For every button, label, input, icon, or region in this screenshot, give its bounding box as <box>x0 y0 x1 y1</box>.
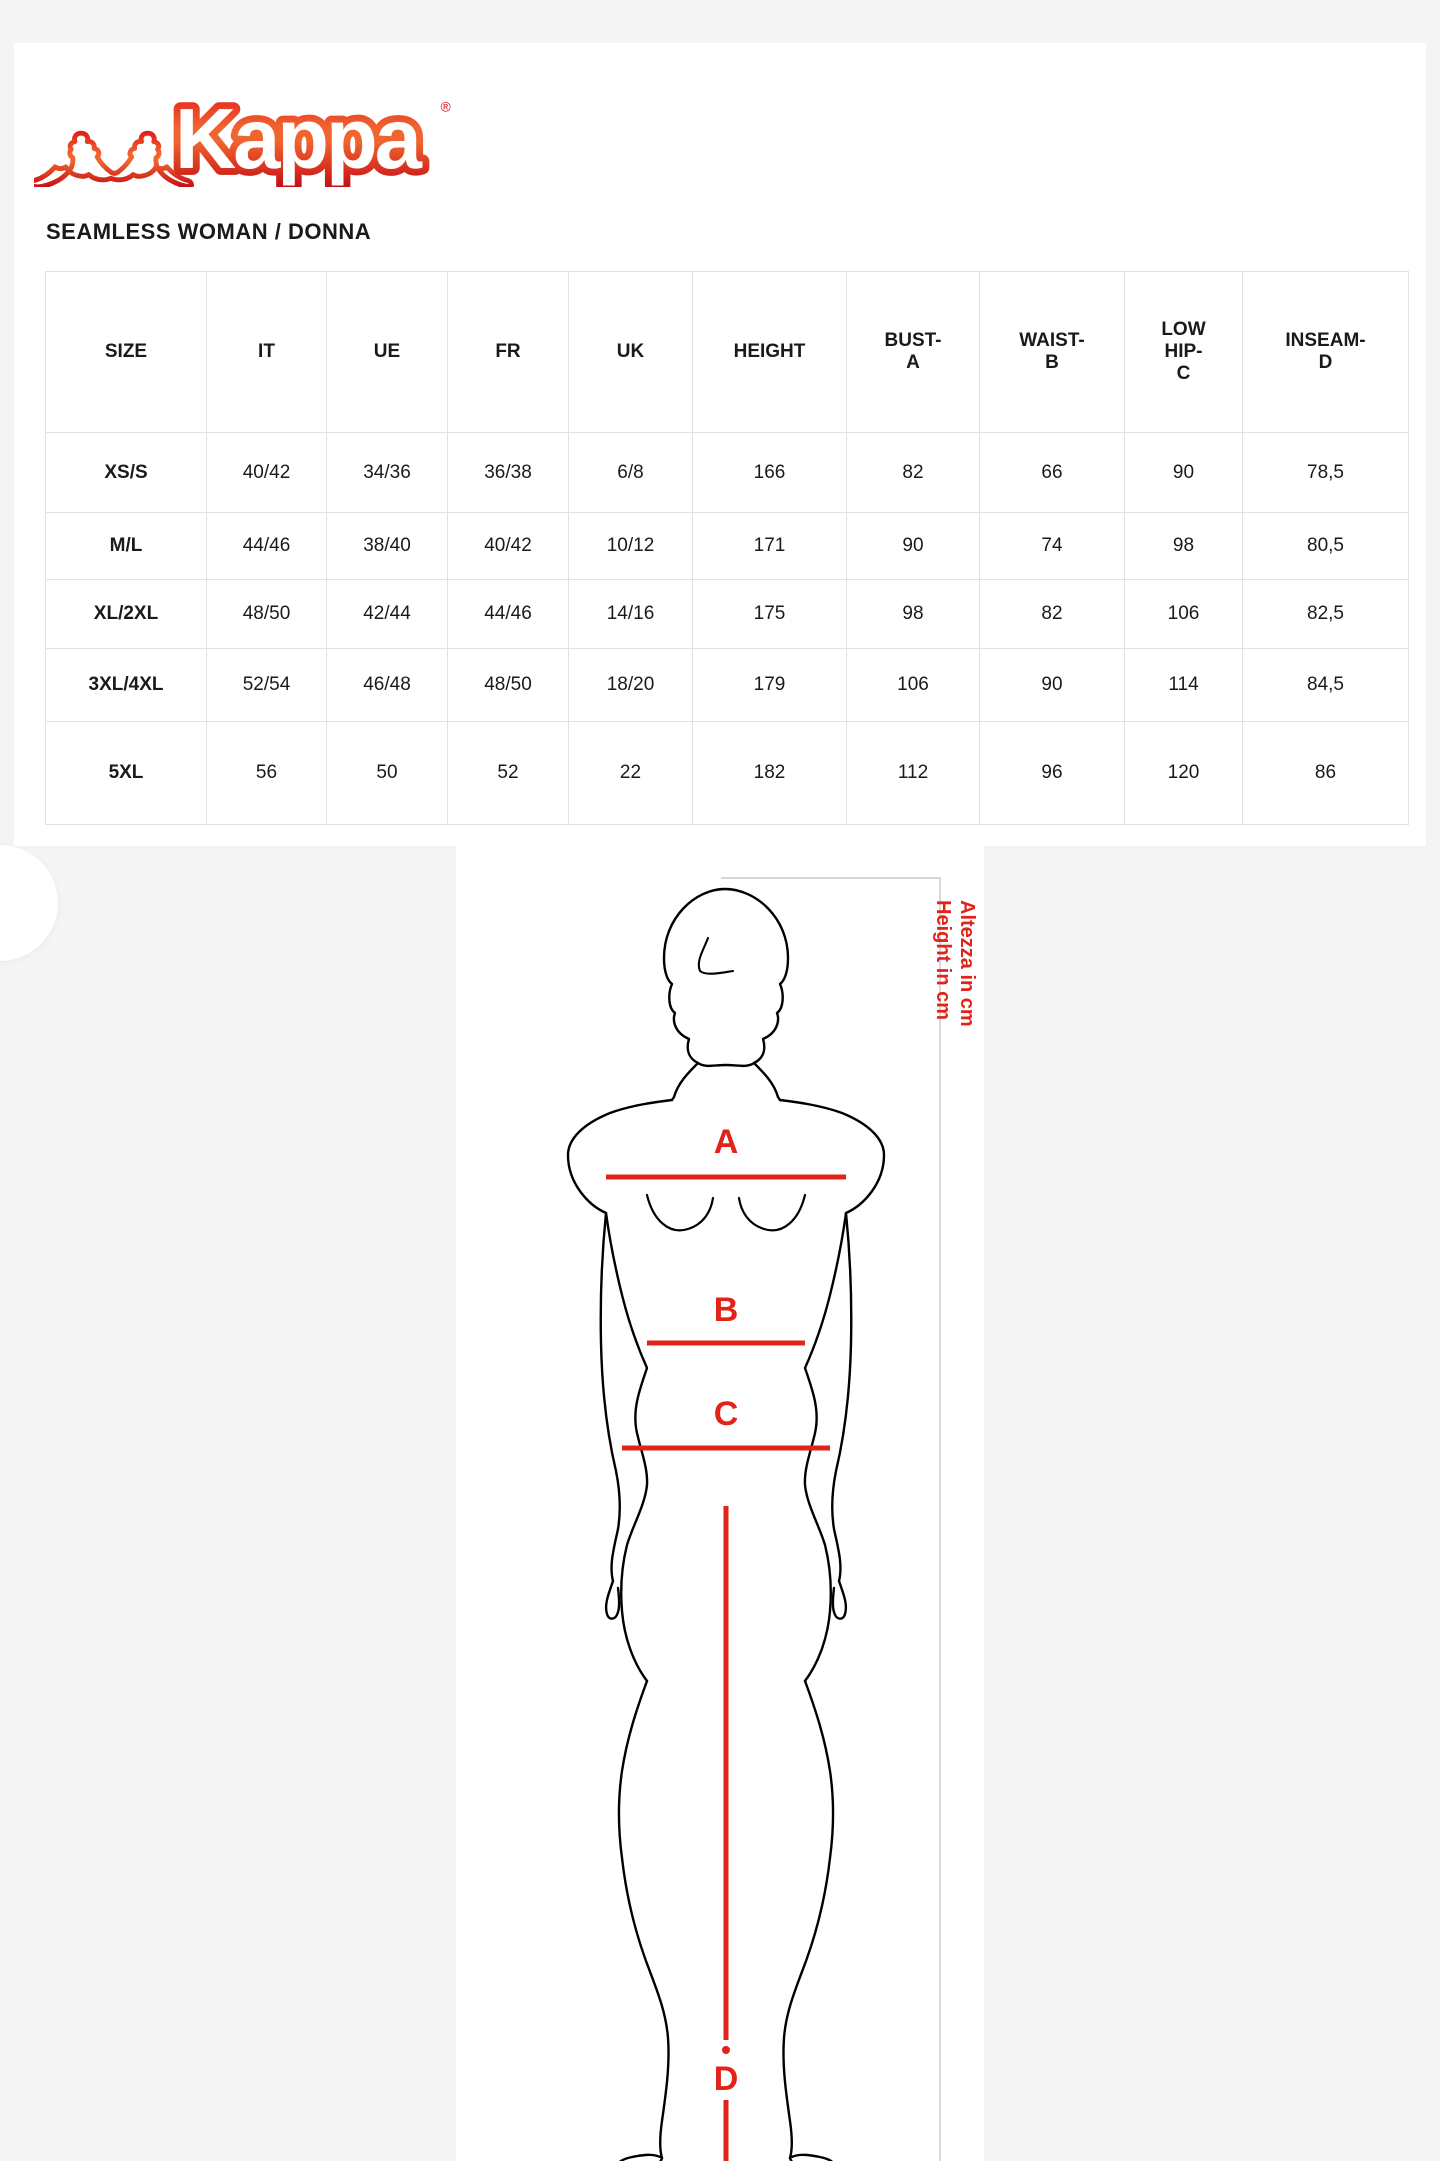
svg-text:C: C <box>714 1395 739 1433</box>
svg-text:D: D <box>714 2060 739 2098</box>
svg-text:Altezza in cm: Altezza in cm <box>956 900 978 1027</box>
svg-text:A: A <box>714 1123 739 1161</box>
svg-text:®: ® <box>441 99 451 115</box>
svg-text:Kappa: Kappa <box>175 92 423 187</box>
svg-text:B: B <box>714 1291 739 1329</box>
svg-text:Height in cm: Height in cm <box>932 900 954 1020</box>
